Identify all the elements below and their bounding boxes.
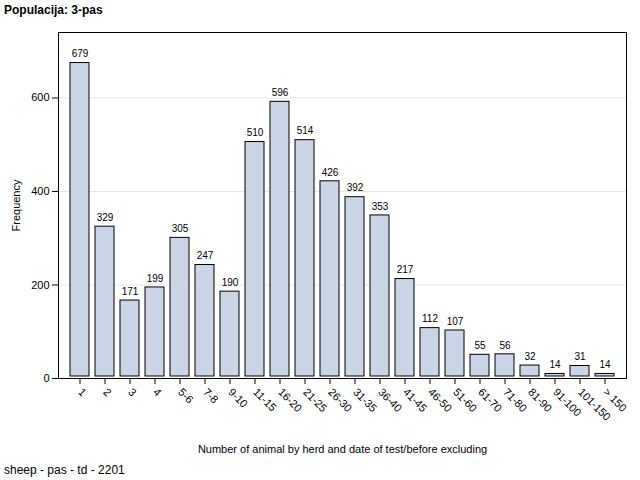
svg-text:61-70: 61-70	[476, 386, 504, 414]
svg-text:51-60: 51-60	[451, 386, 479, 414]
svg-text:41-45: 41-45	[401, 386, 429, 414]
svg-text:392: 392	[347, 182, 364, 193]
svg-text:353: 353	[372, 201, 389, 212]
svg-text:14: 14	[599, 359, 611, 370]
svg-text:0: 0	[43, 372, 49, 384]
svg-text:81-90: 81-90	[526, 386, 554, 414]
svg-text:200: 200	[31, 279, 49, 291]
svg-text:600: 600	[31, 91, 49, 103]
svg-text:46-50: 46-50	[426, 386, 454, 414]
svg-text:9-10: 9-10	[226, 386, 250, 410]
svg-text:3: 3	[126, 386, 139, 399]
svg-text:107: 107	[447, 316, 464, 327]
svg-text:217: 217	[397, 264, 414, 275]
svg-text:510: 510	[247, 127, 264, 138]
html-text:Populacija: 3-pas: Populacija: 3-pas	[4, 3, 103, 17]
svg-text:596: 596	[272, 87, 289, 98]
svg-text:2: 2	[101, 386, 114, 399]
svg-text:Number of animal by herd and d: Number of animal by herd and date of tes…	[198, 443, 487, 455]
svg-text:11-15: 11-15	[251, 386, 279, 414]
svg-text:31-35: 31-35	[351, 386, 379, 414]
svg-text:5-6: 5-6	[176, 386, 196, 406]
svg-text:199: 199	[147, 273, 164, 284]
svg-text:190: 190	[222, 277, 239, 288]
svg-text:426: 426	[322, 167, 339, 178]
svg-text:> 150: > 150	[601, 386, 629, 414]
svg-text:36-40: 36-40	[376, 386, 404, 414]
svg-text:514: 514	[297, 125, 314, 136]
svg-text:101-150: 101-150	[576, 385, 614, 423]
svg-text:55: 55	[474, 340, 486, 351]
svg-text:1: 1	[76, 386, 89, 399]
svg-text:329: 329	[97, 212, 114, 223]
svg-text:4: 4	[151, 386, 164, 399]
svg-text:26-30: 26-30	[326, 386, 354, 414]
svg-text:91-100: 91-100	[551, 385, 584, 419]
svg-text:56: 56	[499, 340, 511, 351]
svg-text:305: 305	[172, 223, 189, 234]
svg-text:71-80: 71-80	[501, 386, 529, 414]
svg-text:7-8: 7-8	[201, 386, 221, 406]
svg-text:247: 247	[197, 250, 214, 261]
svg-text:32: 32	[524, 351, 536, 362]
svg-text:Frequency: Frequency	[10, 179, 22, 231]
svg-text:21-25: 21-25	[301, 386, 329, 414]
svg-text:171: 171	[122, 286, 139, 297]
svg-text:112: 112	[422, 313, 438, 324]
svg-text:679: 679	[72, 48, 89, 59]
html-text:sheep - pas - td - 2201: sheep - pas - td - 2201	[4, 463, 125, 477]
svg-text:31: 31	[574, 351, 586, 362]
svg-text:400: 400	[31, 185, 49, 197]
svg-text:16-20: 16-20	[276, 386, 304, 414]
svg-text:14: 14	[549, 359, 561, 370]
